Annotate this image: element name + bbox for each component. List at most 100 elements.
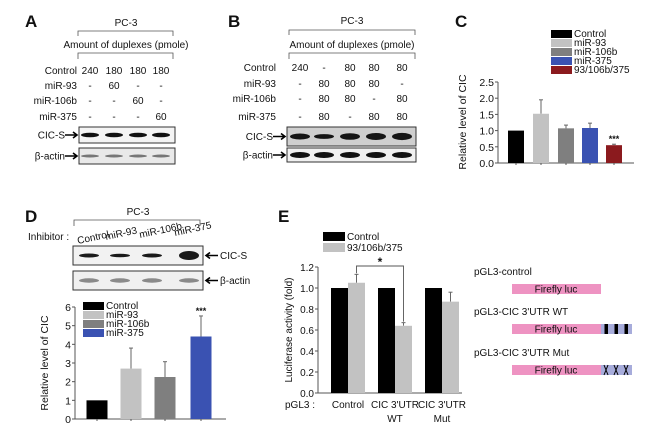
gene-label: Firefly luc <box>535 366 578 377</box>
legend-label: miR-93 <box>106 310 139 321</box>
y-axis-label: Luciferase activity (fold) <box>284 277 295 382</box>
protein-band <box>392 152 412 158</box>
cell-value: - <box>88 81 91 92</box>
arrow-icon <box>273 151 287 159</box>
protein-band <box>392 132 412 141</box>
cell-value: 80 <box>344 79 356 90</box>
protein-band <box>340 152 360 158</box>
protein-band <box>142 253 162 258</box>
significance-bracket <box>356 265 404 322</box>
significance-marker: *** <box>196 306 207 316</box>
y-tick-label: 4 <box>65 339 71 351</box>
blot-label: β-actin <box>35 152 65 163</box>
significance-marker: * <box>378 255 383 269</box>
cell-value: 180 <box>130 66 147 77</box>
blot-label: β-actin <box>220 276 250 287</box>
legend-swatch <box>83 311 104 319</box>
panel-a-cell-line: PC-3 <box>115 18 138 29</box>
construct-name: pGL3-CIC 3'UTR Mut <box>474 348 569 359</box>
legend-label: Control <box>347 232 379 243</box>
row-label: miR-93 <box>45 81 78 92</box>
firefly-luc-box <box>512 324 601 334</box>
bar <box>348 282 365 393</box>
firefly-luc-box <box>512 284 601 294</box>
y-tick-label: 1.2 <box>300 263 314 274</box>
legend-swatch <box>83 329 104 337</box>
legend-swatch <box>83 320 104 328</box>
legend-label: 93/106b/375 <box>574 65 630 76</box>
legend-label: miR-93 <box>574 38 607 49</box>
panel-a-bracket <box>77 30 174 36</box>
blot-box <box>72 245 204 266</box>
row-label: miR-106b <box>34 96 78 107</box>
bar <box>190 336 212 419</box>
cell-value: 240 <box>82 66 99 77</box>
cell-value: - <box>298 112 301 123</box>
legend-swatch <box>323 243 345 252</box>
mutated-binding-site <box>603 364 609 376</box>
cell-value: - <box>159 81 162 92</box>
row-label: Control <box>244 63 276 74</box>
cell-value: - <box>88 112 91 123</box>
cell-value: - <box>88 96 91 107</box>
arrow-icon <box>65 152 79 160</box>
inhibitor-label: miR-93 <box>104 225 138 243</box>
cell-value: 80 <box>318 79 330 90</box>
panel-a-label: A <box>25 12 37 31</box>
y-tick-label: 0.6 <box>300 326 314 337</box>
bar <box>606 145 622 163</box>
panel-b-blots: CIC-S β-actin <box>243 126 417 163</box>
firefly-luc-box <box>512 365 601 375</box>
significance-marker: *** <box>609 134 620 144</box>
arrow-icon <box>204 251 218 260</box>
y-tick-label: 6 <box>65 302 71 314</box>
y-tick-label: 0.8 <box>300 305 314 316</box>
legend-swatch <box>83 302 104 310</box>
y-tick-label: 2 <box>65 377 71 389</box>
legend-label: miR-375 <box>574 56 612 67</box>
panel-b-bracket-2 <box>288 52 416 59</box>
blot-box <box>72 270 204 291</box>
bar <box>558 128 574 163</box>
panel-b-table: Control 240 - 80 80 80 miR-93 - 80 80 80 - miR-106b -… <box>233 63 408 123</box>
gene-label: Firefly luc <box>535 285 578 296</box>
x-axis-prefix: pGL3 : <box>285 400 315 411</box>
arrow-icon <box>204 276 218 285</box>
legend-label: 93/106b/375 <box>347 243 403 254</box>
construct-name: pGL3-CIC 3'UTR WT <box>474 307 568 318</box>
protein-band <box>340 133 360 140</box>
x-tick-label: WT <box>387 414 403 425</box>
blot-label: CIC-S <box>38 131 66 142</box>
x-tick-label: Control <box>332 400 364 411</box>
cell-value: 60 <box>155 112 167 123</box>
cell-value: 80 <box>318 112 330 123</box>
legend-label: Control <box>574 29 606 40</box>
construct-name: pGL3-control <box>474 267 532 278</box>
cell-value: - <box>400 79 403 90</box>
cell-value: - <box>112 96 115 107</box>
protein-band <box>129 132 147 138</box>
protein-band <box>290 133 310 140</box>
cell-value: 180 <box>106 66 123 77</box>
protein-band <box>79 278 99 283</box>
mutated-binding-site <box>613 364 619 376</box>
cell-value: 80 <box>344 94 356 105</box>
x-tick-label: CIC 3'UTR <box>418 400 466 411</box>
panel-b-cell-line: PC-3 <box>341 16 364 27</box>
y-axis-label: Relative level of CIC <box>39 315 51 411</box>
cell-value: 60 <box>132 96 144 107</box>
blot-label: CIC-S <box>246 132 274 143</box>
protein-band <box>179 278 199 283</box>
protein-band <box>152 154 170 158</box>
cell-value: 80 <box>396 112 408 123</box>
y-tick-label: 0.5 <box>479 142 494 154</box>
cell-value: - <box>136 81 139 92</box>
panel-e-label: E <box>278 207 289 226</box>
row-label: miR-93 <box>244 79 277 90</box>
bar <box>120 368 142 419</box>
y-tick-label: 2.0 <box>479 93 494 105</box>
y-tick-label: 1 <box>65 395 71 407</box>
panel-d-cell-line: PC-3 <box>127 207 150 218</box>
